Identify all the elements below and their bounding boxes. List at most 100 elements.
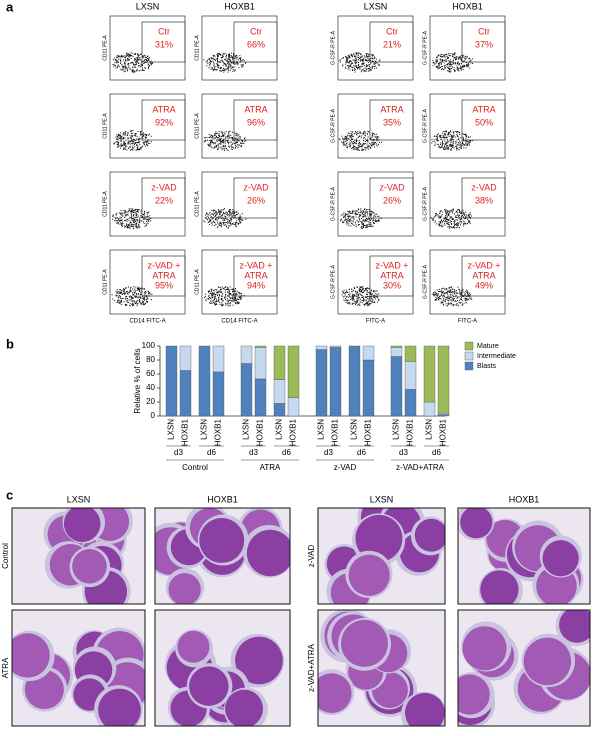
event-dot xyxy=(121,299,123,301)
event-dot xyxy=(454,145,456,147)
event-dot xyxy=(347,300,349,302)
event-dot xyxy=(450,210,452,212)
event-dot xyxy=(130,54,132,56)
event-dot xyxy=(370,147,372,149)
event-dot xyxy=(142,69,144,71)
group-label: z-VAD xyxy=(334,463,357,472)
event-dot xyxy=(232,56,234,58)
event-dot xyxy=(371,301,373,303)
event-dot xyxy=(128,220,130,222)
event-dot xyxy=(221,295,223,297)
event-dot xyxy=(442,141,444,143)
event-dot xyxy=(367,226,369,228)
event-dot xyxy=(221,209,223,211)
event-dot xyxy=(375,137,377,139)
event-dot xyxy=(204,214,206,216)
event-dot xyxy=(118,292,120,294)
event-dot xyxy=(211,292,213,294)
event-dot xyxy=(223,135,225,137)
event-dot xyxy=(358,289,360,291)
event-dot xyxy=(131,62,133,64)
event-dot xyxy=(218,209,220,211)
event-dot xyxy=(225,222,227,224)
scatter-cloud xyxy=(111,286,153,307)
event-dot xyxy=(359,211,361,213)
gate-label: 49% xyxy=(475,280,493,290)
gate xyxy=(233,255,278,297)
event-dot xyxy=(462,295,464,297)
event-dot xyxy=(457,292,459,294)
event-dot xyxy=(211,290,213,292)
event-dot xyxy=(432,61,434,63)
event-dot xyxy=(128,54,130,56)
event-dot xyxy=(119,138,121,140)
event-dot xyxy=(235,225,237,227)
event-dot xyxy=(219,53,221,55)
event-dot xyxy=(207,290,209,292)
event-dot xyxy=(440,291,442,293)
event-dot xyxy=(374,219,376,221)
event-dot xyxy=(452,61,454,63)
event-dot xyxy=(221,60,223,62)
event-dot xyxy=(133,66,135,68)
event-dot xyxy=(358,67,360,69)
x-axis-label: FITC-A xyxy=(458,319,477,325)
event-dot xyxy=(123,142,125,144)
event-dot xyxy=(440,225,442,227)
event-dot xyxy=(450,289,452,291)
event-dot xyxy=(443,295,445,297)
event-dot xyxy=(447,299,449,301)
event-dot xyxy=(443,296,445,298)
event-dot xyxy=(208,220,210,222)
event-dot xyxy=(433,293,435,295)
event-dot xyxy=(440,210,442,212)
event-dot xyxy=(224,145,226,147)
event-dot xyxy=(362,210,364,212)
event-dot xyxy=(456,143,458,145)
event-dot xyxy=(354,295,356,297)
event-dot xyxy=(371,212,373,214)
event-dot xyxy=(445,145,447,147)
event-dot xyxy=(140,288,142,290)
event-dot xyxy=(445,209,447,211)
event-dot xyxy=(218,53,220,55)
event-dot xyxy=(130,225,132,227)
event-dot xyxy=(463,65,465,67)
event-dot xyxy=(115,138,117,140)
event-dot xyxy=(225,65,227,67)
event-dot xyxy=(233,63,235,65)
event-dot xyxy=(441,137,443,139)
event-dot xyxy=(446,297,448,299)
event-dot xyxy=(121,136,123,138)
event-dot xyxy=(356,149,358,151)
event-dot xyxy=(345,218,347,220)
event-dot xyxy=(373,212,375,214)
event-dot xyxy=(209,212,211,214)
event-dot xyxy=(358,146,360,148)
event-dot xyxy=(462,133,464,135)
event-dot xyxy=(134,224,136,226)
event-dot xyxy=(348,67,350,69)
event-dot xyxy=(131,149,133,151)
event-dot xyxy=(231,294,233,296)
event-dot xyxy=(446,66,448,68)
event-dot xyxy=(226,140,228,142)
event-dot xyxy=(219,62,221,64)
event-dot xyxy=(216,299,218,301)
event-dot xyxy=(113,57,115,59)
event-dot xyxy=(447,56,449,58)
event-dot xyxy=(138,59,140,61)
event-dot xyxy=(378,215,380,217)
event-dot xyxy=(113,143,115,145)
event-dot xyxy=(355,216,357,218)
event-dot xyxy=(451,61,453,63)
event-dot xyxy=(123,62,125,64)
event-dot xyxy=(229,59,231,61)
event-dot xyxy=(457,69,459,71)
event-dot xyxy=(214,212,216,214)
event-dot xyxy=(232,300,234,302)
event-dot xyxy=(361,289,363,291)
event-dot xyxy=(441,301,443,303)
event-dot xyxy=(372,143,374,145)
event-dot xyxy=(142,133,144,135)
